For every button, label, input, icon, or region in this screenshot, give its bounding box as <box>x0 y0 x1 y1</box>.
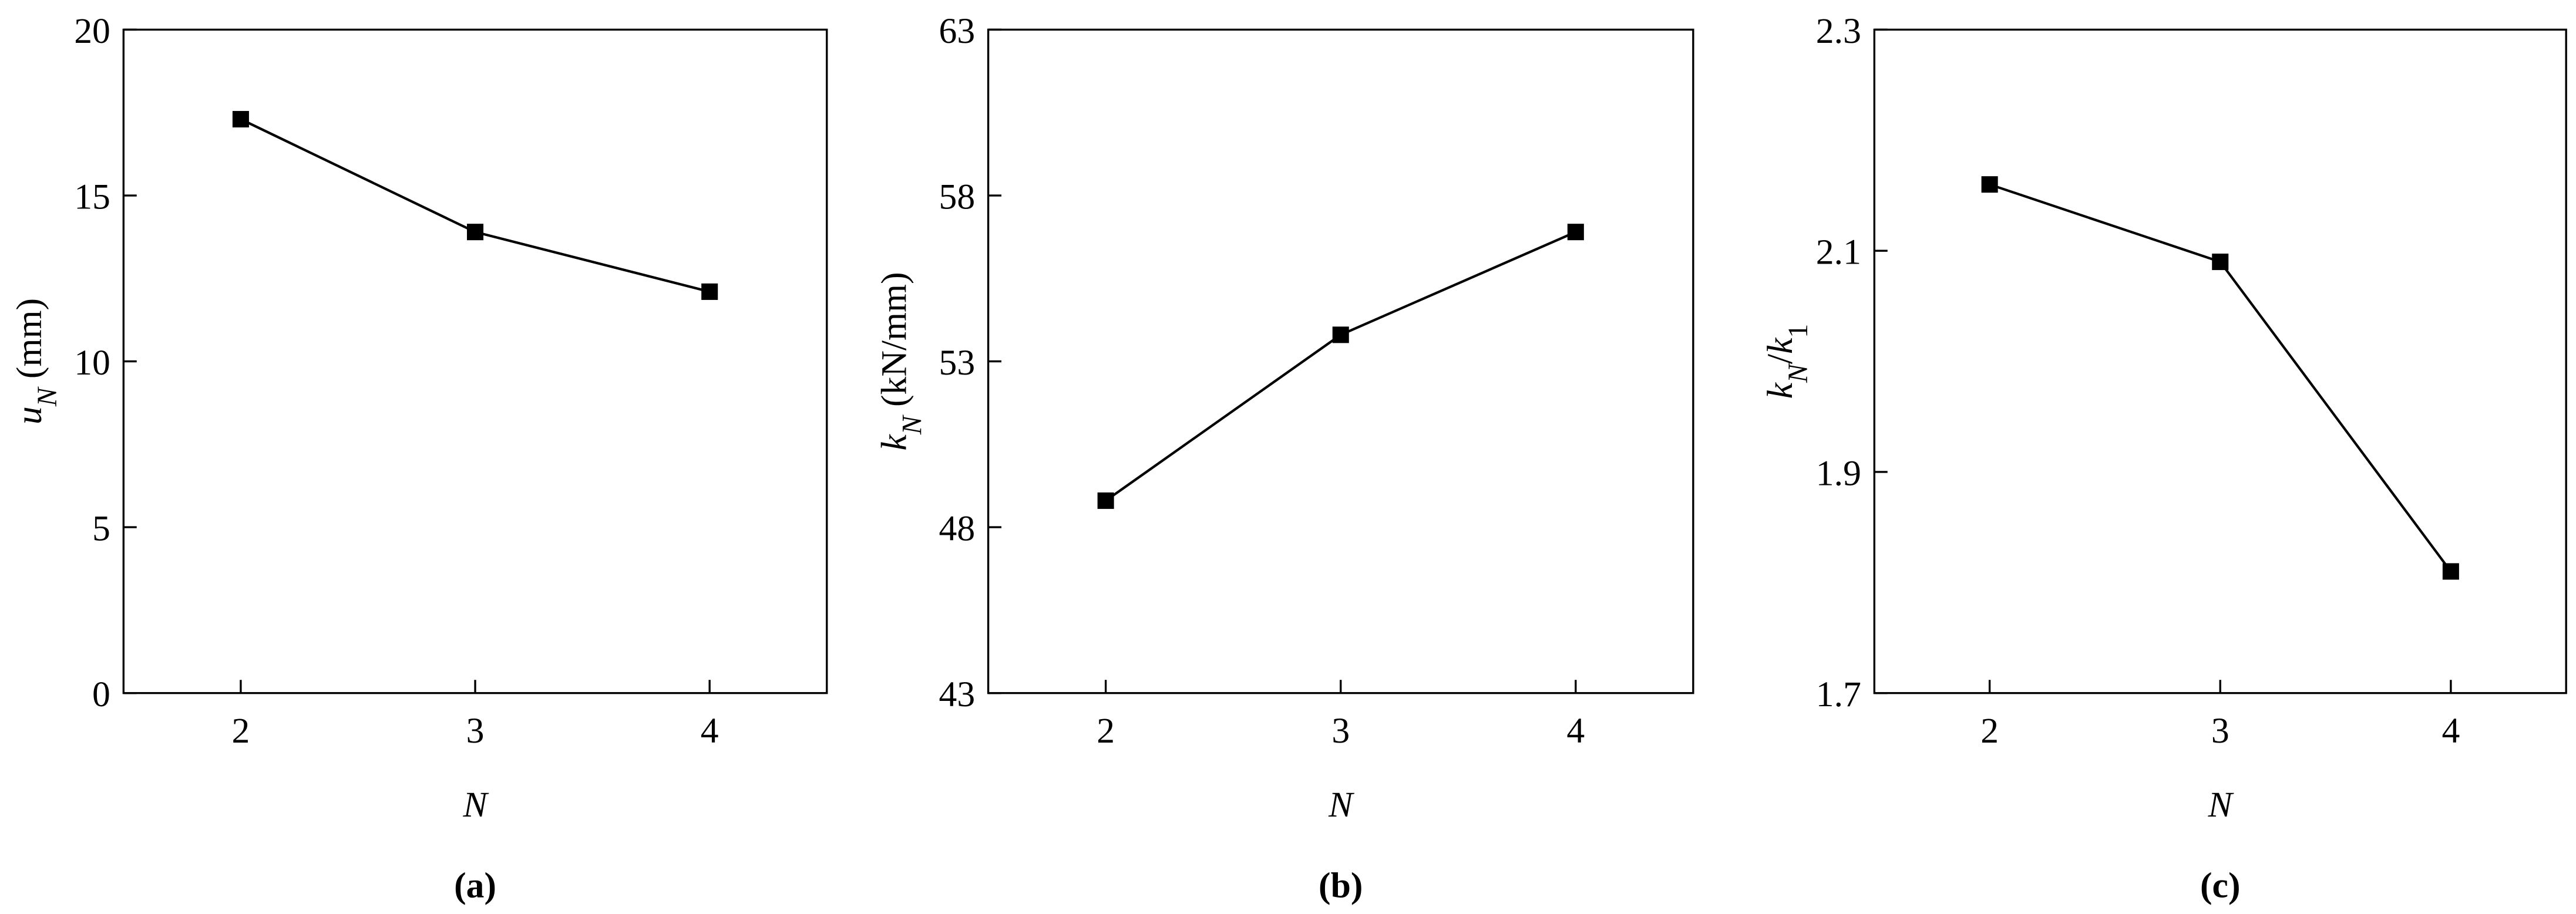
x-tick-label: 3 <box>2211 711 2229 751</box>
data-point <box>2212 254 2229 271</box>
x-tick-label: 4 <box>2442 711 2460 751</box>
y-axis-label-part: k <box>874 434 914 451</box>
data-point <box>1981 176 1998 193</box>
y-tick-label: 63 <box>939 11 975 51</box>
y-tick-label: 53 <box>939 343 975 383</box>
panel-caption: (b) <box>1319 865 1363 905</box>
data-point <box>1567 224 1584 241</box>
data-point <box>701 283 718 300</box>
y-tick-label: 58 <box>939 177 975 217</box>
y-tick-label: 1.7 <box>1816 674 1861 714</box>
x-tick-label: 4 <box>701 711 719 751</box>
y-axis-label-part: N <box>897 414 927 435</box>
y-axis-label-part: / <box>1760 353 1800 364</box>
y-axis-label-part: (kN/mm) <box>874 272 914 416</box>
y-axis-label-part: u <box>9 406 49 424</box>
y-axis-label-part: 1 <box>1783 324 1814 338</box>
x-axis-label: N <box>2208 785 2234 825</box>
x-axis-label: N <box>462 785 489 825</box>
data-point <box>232 111 249 128</box>
x-tick-label: 3 <box>1331 711 1350 751</box>
y-axis-label-part: N <box>1783 363 1814 383</box>
y-axis-label-part: (mm) <box>9 298 49 387</box>
data-line <box>240 118 710 293</box>
y-axis-label: kN/k1 <box>1760 324 1814 399</box>
y-axis-label-part: N <box>32 386 63 407</box>
data-point <box>1097 492 1114 509</box>
panel-caption: (a) <box>454 865 496 905</box>
data-point <box>467 224 484 241</box>
data-line <box>1105 231 1576 502</box>
y-axis-label-part: k <box>1760 337 1800 354</box>
y-axis-label-part: k <box>1760 382 1800 399</box>
y-tick-label: 20 <box>74 11 110 51</box>
data-line <box>1989 183 2452 572</box>
y-tick-label: 48 <box>939 509 975 549</box>
x-tick-label: 2 <box>1097 711 1115 751</box>
panel-caption: (c) <box>2200 865 2240 905</box>
plot-frame <box>987 28 1694 694</box>
data-point <box>1332 326 1349 343</box>
y-tick-label: 15 <box>74 177 110 217</box>
x-tick-label: 2 <box>1980 711 1999 751</box>
y-tick-label: 5 <box>92 509 110 549</box>
x-axis-label: N <box>1328 785 1354 825</box>
x-tick-label: 3 <box>466 711 485 751</box>
x-tick-label: 4 <box>1566 711 1585 751</box>
data-point <box>2442 563 2459 580</box>
x-tick-label: 2 <box>231 711 250 751</box>
y-axis-label: kN (kN/mm) <box>874 272 927 450</box>
y-tick-label: 43 <box>939 674 975 714</box>
y-tick-label: 1.9 <box>1816 453 1861 493</box>
y-axis-label: uN (mm) <box>9 298 63 424</box>
y-tick-label: 2.3 <box>1816 11 1861 51</box>
plot-frame <box>122 28 828 694</box>
y-tick-label: 2.1 <box>1816 232 1861 272</box>
plot-frame <box>1873 28 2567 694</box>
y-tick-label: 10 <box>74 343 110 383</box>
y-tick-label: 0 <box>92 674 110 714</box>
